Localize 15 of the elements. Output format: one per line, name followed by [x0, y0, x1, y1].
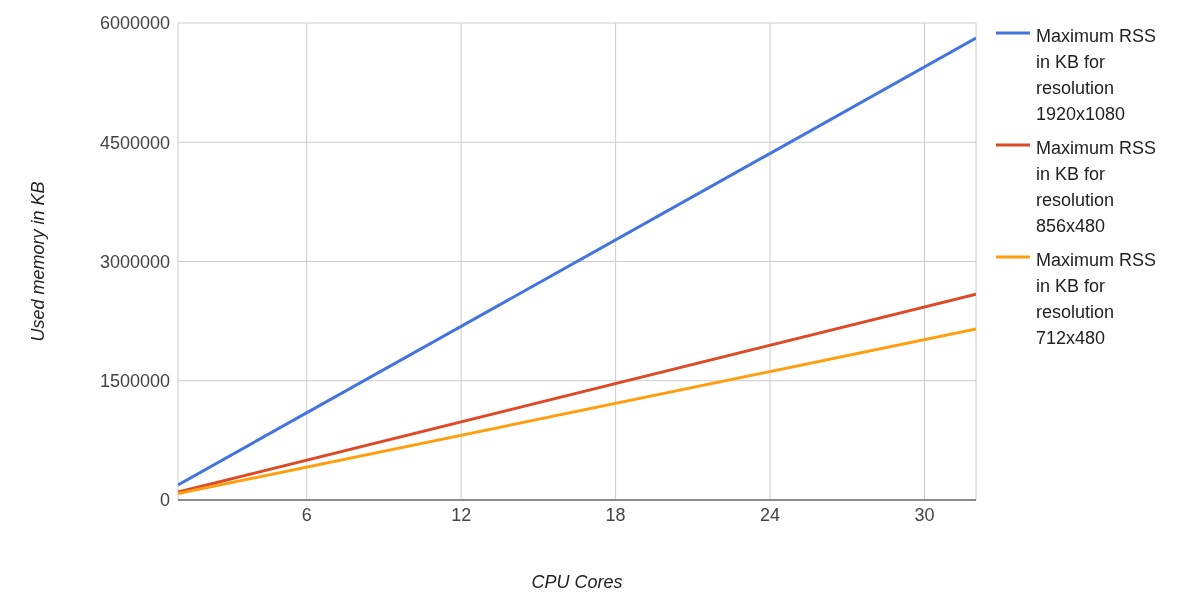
x-tick-label: 24 [760, 504, 781, 525]
legend-label: Maximum RSS in KB for resolution 712x480 [1036, 249, 1157, 350]
x-axis-title: CPU Cores [531, 572, 623, 592]
y-tick-label: 0 [159, 490, 170, 511]
x-tick-label: 18 [605, 504, 626, 525]
y-axis-title: Used memory in KB [28, 181, 49, 342]
y-tick-label: 1500000 [99, 371, 170, 392]
x-tick-label: 30 [914, 504, 935, 525]
x-tick-label: 12 [451, 504, 472, 525]
x-tick-label: 6 [301, 504, 312, 525]
legend-label: Maximum RSS in KB for resolution 1920x1080 [1036, 25, 1157, 126]
y-tick-label: 6000000 [99, 13, 170, 34]
y-tick-label: 4500000 [99, 132, 170, 153]
y-tick-label: 3000000 [99, 251, 170, 272]
legend-label: Maximum RSS in KB for resolution 856x480 [1036, 137, 1157, 238]
